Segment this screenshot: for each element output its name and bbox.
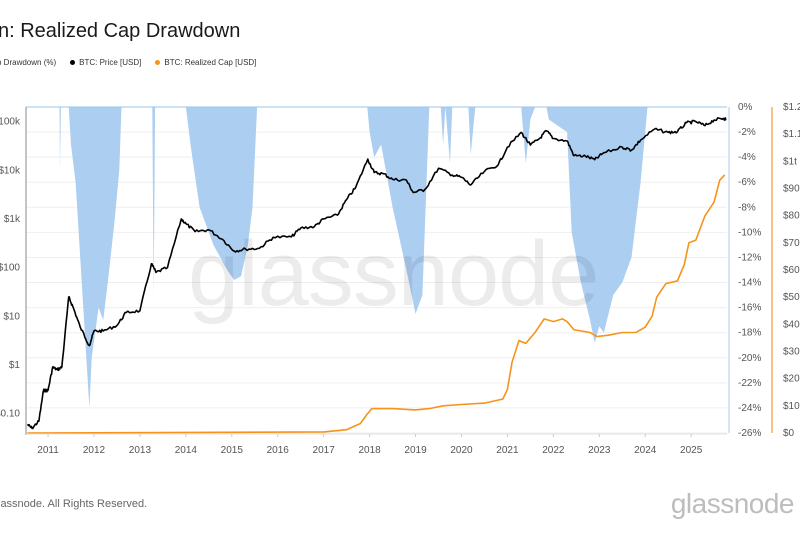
realized-cap-tick-label: $500b xyxy=(783,292,800,303)
x-tick-label: 2020 xyxy=(450,445,473,456)
drawdown-tick-label: -26% xyxy=(738,428,761,439)
realized-cap-tick-label: $1t xyxy=(783,156,797,167)
drawdown-tick-label: -20% xyxy=(738,353,761,364)
left-tick-label: $1k xyxy=(4,214,21,225)
drawdown-tick-label: 0% xyxy=(738,102,753,113)
x-tick-label: 2016 xyxy=(267,445,290,456)
legend-dot-icon xyxy=(70,60,76,65)
drawdown-tick-label: -10% xyxy=(738,227,761,238)
realized-cap-line xyxy=(27,174,726,434)
drawdown-area xyxy=(27,107,727,408)
realized-cap-tick-label: $900b xyxy=(783,184,800,195)
left-tick-label: $10k xyxy=(0,165,21,176)
drawdown-tick-label: -16% xyxy=(738,303,761,314)
drawdown-tick-label: -22% xyxy=(738,378,761,389)
legend-item-drawdown[interactable]: p Drawdown (%) xyxy=(0,58,56,67)
legend-label: BTC: Realized Cap [USD] xyxy=(164,58,257,67)
left-tick-label: $100k xyxy=(0,117,21,128)
legend-label: p Drawdown (%) xyxy=(0,58,57,67)
left-tick-label: $0.10 xyxy=(0,409,20,420)
watermark: glassnode xyxy=(188,223,599,325)
legend-item-realized-cap[interactable]: BTC: Realized Cap [USD] xyxy=(155,58,256,67)
drawdown-tick-label: -2% xyxy=(738,127,756,138)
realized-cap-tick-label: $800b xyxy=(783,211,800,222)
x-tick-label: 2021 xyxy=(496,445,519,456)
glassnode-logo: glassnode xyxy=(670,488,795,519)
legend-item-price[interactable]: BTC: Price [USD] xyxy=(70,58,141,67)
legend-dot-icon xyxy=(155,60,161,65)
realized-cap-tick-label: $400b xyxy=(783,319,800,330)
x-tick-label: 2011 xyxy=(37,445,59,456)
price-line xyxy=(26,117,727,430)
x-tick-label: 2025 xyxy=(680,445,703,456)
left-tick-label: $10 xyxy=(3,311,20,322)
realized-cap-tick-label: $600b xyxy=(783,265,800,276)
realized-cap-tick-label: $300b xyxy=(783,347,800,358)
realized-cap-tick-label: $1.1t xyxy=(783,129,800,140)
realized-cap-tick-label: $200b xyxy=(783,374,800,385)
realized-cap-tick-label: $1.2t xyxy=(783,102,800,113)
x-tick-label: 2014 xyxy=(175,445,198,456)
drawdown-tick-label: -14% xyxy=(738,278,761,289)
drawdown-tick-label: -24% xyxy=(738,403,761,414)
x-tick-label: 2013 xyxy=(129,445,152,456)
legend-label: BTC: Price [USD] xyxy=(79,58,142,67)
left-tick-label: $1 xyxy=(9,360,21,371)
x-tick-label: 2023 xyxy=(588,445,611,456)
drawdown-tick-label: -18% xyxy=(738,328,761,339)
x-tick-label: 2022 xyxy=(542,445,565,456)
realized-cap-tick-label: $100b xyxy=(783,401,800,412)
realized-cap-tick-label: $700b xyxy=(783,238,800,249)
drawdown-tick-label: -8% xyxy=(738,202,756,213)
chart-title: n: Realized Cap Drawdown xyxy=(0,20,241,42)
x-tick-label: 2019 xyxy=(404,445,427,456)
x-tick-label: 2012 xyxy=(83,445,106,456)
x-tick-label: 2024 xyxy=(634,445,657,456)
realized-cap-tick-label: $0 xyxy=(783,428,795,439)
copyright: lassnode. All Rights Reserved. xyxy=(0,498,148,510)
drawdown-tick-label: -4% xyxy=(738,152,756,163)
drawdown-tick-label: -12% xyxy=(738,252,761,263)
x-tick-label: 2017 xyxy=(313,445,336,456)
x-tick-label: 2018 xyxy=(358,445,381,456)
legend: p Drawdown (%) BTC: Price [USD] BTC: Rea… xyxy=(0,58,256,67)
left-tick-label: $100 xyxy=(0,263,20,274)
drawdown-tick-label: -6% xyxy=(738,177,756,188)
x-tick-label: 2015 xyxy=(221,445,244,456)
